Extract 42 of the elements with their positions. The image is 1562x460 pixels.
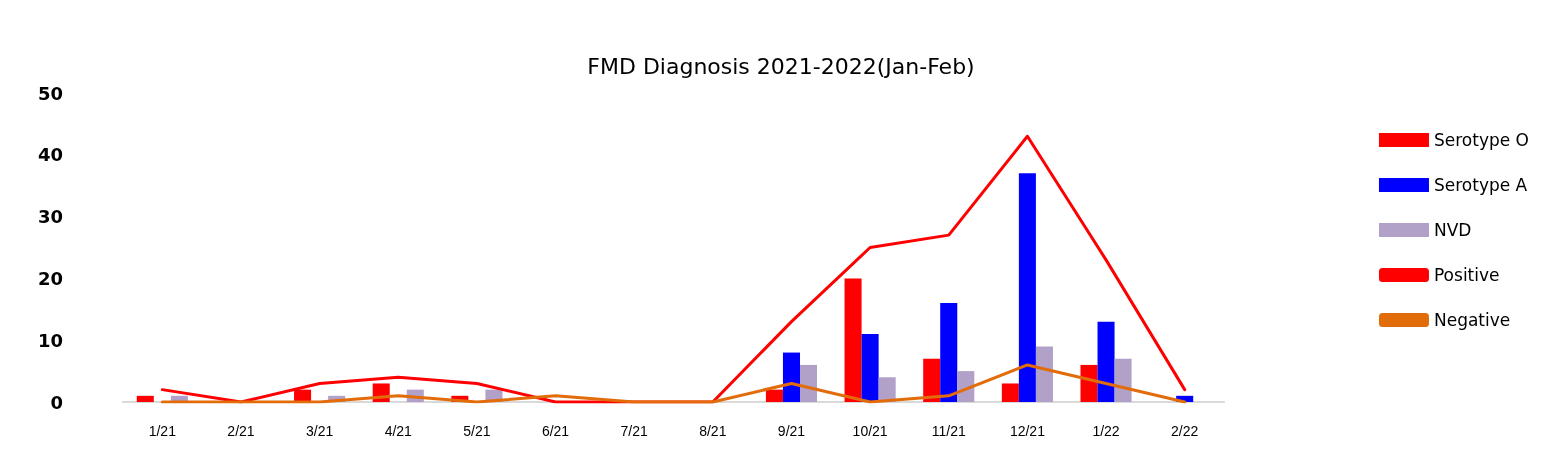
bar [844, 278, 862, 402]
line-series [160, 363, 1187, 404]
y-tick-label: 0 [50, 391, 63, 413]
y-tick-label: 20 [37, 267, 63, 289]
x-tick-label: 9/21 [777, 423, 806, 439]
bar [1035, 346, 1053, 402]
x-tick-label: 3/21 [305, 423, 334, 439]
x-tick-label: 4/21 [384, 423, 413, 439]
bar [1080, 364, 1098, 402]
x-tick-label: 1/22 [1092, 423, 1120, 439]
bar [940, 303, 958, 402]
bar [1097, 321, 1115, 402]
legend-label: Serotype A [1433, 175, 1528, 195]
legend-label: Positive [1433, 265, 1500, 285]
bar [799, 364, 818, 402]
x-tick-label: 5/21 [463, 423, 491, 439]
x-tick-label: 1/21 [148, 423, 177, 439]
y-tick-label: 30 [37, 206, 63, 228]
bar [1001, 383, 1019, 402]
x-tick-label: 7/21 [620, 423, 649, 439]
bar [1114, 358, 1132, 402]
y-tick-label: 10 [37, 329, 63, 351]
bar [782, 352, 800, 402]
bar [923, 358, 941, 402]
y-tick-label: 40 [37, 144, 63, 166]
x-tick-label: 10/21 [852, 423, 888, 439]
x-tick-label: 11/21 [931, 423, 966, 439]
bar [765, 389, 783, 402]
x-tick-label: 6/21 [541, 423, 570, 439]
bar [136, 395, 154, 402]
x-tick-label: 12/21 [1009, 423, 1046, 439]
bar [1018, 173, 1036, 402]
y-tick-label: 50 [37, 82, 63, 104]
legend-label: Serotype O [1433, 130, 1529, 150]
legend-label: NVD [1433, 220, 1472, 240]
x-tick-label: 8/21 [699, 423, 727, 439]
x-tick-label: 2/21 [227, 423, 255, 439]
line-series [160, 134, 1187, 404]
bar [861, 334, 879, 402]
x-tick-label: 2/22 [1171, 423, 1199, 439]
legend-label: Negative [1433, 310, 1511, 330]
chart-title: FMD Diagnosis 2021-2022(Jan-Feb) [587, 53, 975, 79]
